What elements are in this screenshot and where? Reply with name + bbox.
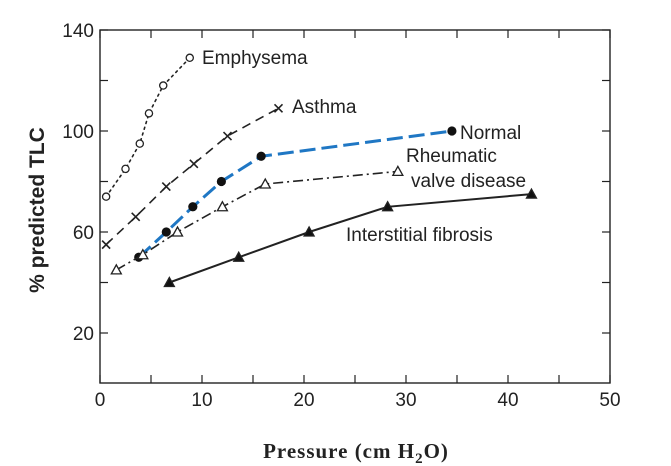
y-axis-title: % predicted TLC	[26, 127, 49, 293]
plot-border	[99, 29, 611, 384]
x-tick-label: 10	[191, 390, 212, 411]
series-line-asthma	[105, 107, 279, 246]
series-interstitial-fibrosis	[163, 187, 538, 288]
data-point	[216, 200, 229, 212]
data-point	[256, 151, 266, 161]
data-point	[171, 225, 184, 237]
x-axis-title-subscript: 2	[415, 451, 424, 466]
x-tick-label: 50	[599, 390, 620, 411]
data-point	[144, 109, 154, 118]
y-tick-label: 100	[62, 122, 94, 143]
series-layer	[101, 53, 538, 288]
x-axis-ticks: 0 10 20 30 40 50	[95, 30, 621, 411]
plot-frame	[99, 29, 611, 384]
data-point	[302, 225, 316, 237]
data-point	[110, 263, 123, 275]
data-point	[101, 240, 111, 250]
series-label-normal: Normal	[460, 123, 521, 144]
data-point	[381, 200, 394, 212]
x-axis-title-end: O)	[424, 439, 449, 463]
series-label-emphysema: Emphysema	[202, 48, 308, 69]
x-axis-title-main: Pressure (cm H	[263, 439, 415, 463]
series-rheumatic-valve-disease	[110, 165, 404, 275]
x-tick-label: 30	[395, 390, 416, 411]
y-tick-label: 140	[62, 21, 94, 42]
y-axis-ticks: 20 60 100 140	[62, 21, 610, 345]
series-line-emphysema	[105, 57, 191, 198]
data-point	[447, 126, 457, 136]
series-line-normal	[137, 129, 453, 259]
data-point	[232, 250, 245, 262]
data-point	[188, 202, 198, 212]
series-emphysema	[101, 53, 195, 201]
data-point	[216, 176, 226, 187]
data-point	[161, 227, 171, 237]
data-point	[525, 187, 538, 199]
data-point	[136, 248, 149, 260]
y-tick-label: 20	[73, 324, 94, 345]
data-point	[273, 103, 284, 113]
x-tick-label: 20	[293, 390, 314, 411]
series-normal	[134, 126, 457, 262]
data-point	[185, 53, 195, 63]
data-point	[163, 276, 176, 288]
data-point	[259, 177, 272, 189]
x-axis-title: Pressure (cm H2O)	[263, 439, 449, 466]
series-line-rheumatic-valve-disease	[115, 170, 398, 271]
data-point	[189, 159, 199, 169]
data-point	[131, 212, 141, 222]
series-label-asthma: Asthma	[292, 97, 357, 118]
x-tick-label: 40	[497, 390, 518, 411]
y-tick-label: 60	[73, 223, 94, 244]
data-point	[158, 81, 168, 90]
data-point	[391, 165, 404, 177]
series-label-interstitial-fibrosis: Interstitial fibrosis	[346, 225, 493, 246]
series-label-rheumatic-valve-disease: Rheumatic	[406, 146, 497, 167]
data-point	[135, 139, 145, 148]
series-label-rheumatic-valve-disease: valve disease	[411, 171, 526, 192]
data-point	[121, 164, 130, 174]
series-asthma	[101, 103, 284, 250]
data-point	[161, 181, 171, 192]
data-point	[101, 192, 111, 201]
x-tick-label: 0	[95, 390, 106, 411]
data-point	[222, 131, 233, 141]
